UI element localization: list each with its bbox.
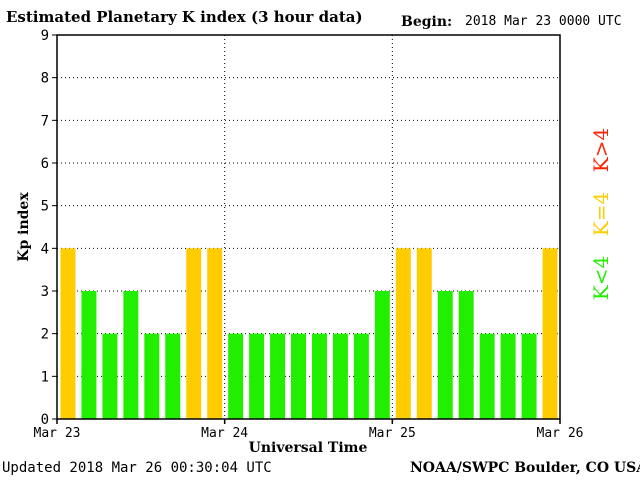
- bar: [479, 333, 495, 419]
- y-tick-label: 3: [41, 284, 49, 300]
- legend-below-label: K<4: [589, 255, 613, 301]
- y-ticks: 0 1 2 3 4 5 6 7 8 9: [41, 28, 57, 428]
- chart-title: Estimated Planetary K index (3 hour data…: [6, 8, 363, 26]
- plot-frame: [56, 34, 561, 420]
- bar: [81, 291, 97, 419]
- x-axis-label: Universal Time: [249, 440, 368, 456]
- bar: [291, 333, 306, 419]
- legend-below: K<4: [586, 228, 616, 328]
- x-tick-label: Mar 24: [201, 426, 248, 441]
- begin-label: Begin:: [401, 14, 453, 30]
- y-tick-label: 1: [41, 369, 49, 385]
- bar: [395, 248, 411, 419]
- bar: [228, 333, 244, 419]
- bar: [312, 333, 327, 419]
- bar: [437, 291, 453, 419]
- y-tick-label: 5: [41, 199, 49, 215]
- bar: [374, 291, 390, 419]
- x-tick-label: Mar 26: [537, 426, 584, 441]
- bar: [123, 291, 139, 419]
- bar: [542, 248, 558, 419]
- begin-value: 2018 Mar 23 0000 UTC: [465, 14, 622, 29]
- x-tick-label: Mar 25: [369, 426, 416, 441]
- bar: [353, 333, 369, 419]
- bar: [60, 248, 76, 419]
- y-tick-label: 0: [41, 412, 49, 428]
- bar: [102, 333, 118, 419]
- y-tick-label: 7: [41, 113, 49, 129]
- bars-group: [60, 248, 558, 419]
- bar: [521, 333, 537, 419]
- bar: [270, 333, 286, 419]
- bar: [144, 333, 160, 419]
- bar: [207, 248, 223, 419]
- bar: [186, 248, 202, 419]
- bar: [249, 333, 265, 419]
- bar: [416, 248, 432, 419]
- y-tick-label: 8: [41, 71, 49, 87]
- x-ticks: Mar 23 Mar 24 Mar 25 Mar 26: [34, 419, 584, 441]
- x-tick-label: Mar 23: [34, 426, 81, 441]
- y-tick-label: 4: [41, 241, 49, 257]
- bar: [500, 333, 516, 419]
- y-axis-label: Kp index: [16, 192, 32, 262]
- updated-timestamp: Updated 2018 Mar 26 00:30:04 UTC: [2, 460, 272, 476]
- grid-lines: [57, 35, 560, 419]
- bar: [165, 333, 181, 419]
- bar: [458, 291, 474, 419]
- y-tick-label: 9: [41, 28, 49, 44]
- y-tick-label: 2: [41, 327, 49, 343]
- credit-text: NOAA/SWPC Boulder, CO USA: [410, 460, 640, 476]
- y-tick-label: 6: [41, 156, 49, 172]
- bar: [332, 333, 348, 419]
